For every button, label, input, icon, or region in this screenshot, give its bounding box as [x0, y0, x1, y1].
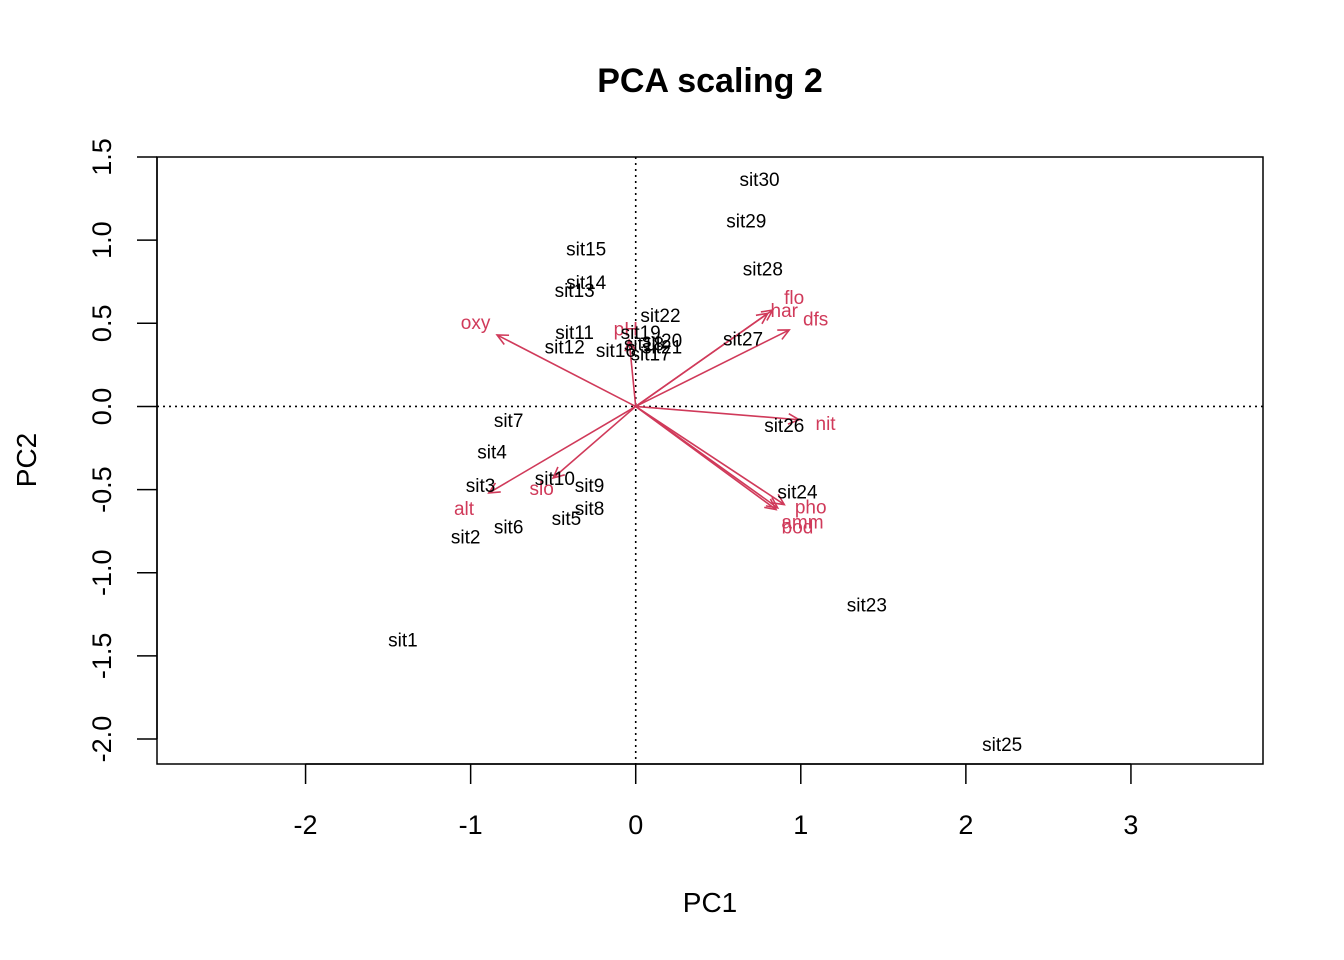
site-label-sit11: sit11	[555, 323, 594, 344]
y-tick-label: 1.5	[87, 138, 117, 176]
site-label-sit26: sit26	[764, 416, 804, 437]
arrow-head-pH	[624, 338, 637, 352]
site-label-sit30: sit30	[739, 170, 779, 191]
variable-label-slo: slo	[529, 479, 553, 500]
site-label-sit19: sit19	[621, 323, 661, 344]
site-label-sit18: sit18	[624, 334, 664, 355]
site-label-sit20: sit20	[642, 331, 682, 352]
variable-arrow-oxy	[496, 334, 637, 408]
site-labels: sit1sit2sit3sit4sit5sit6sit7sit8sit9sit1…	[388, 170, 1022, 756]
site-label-sit28: sit28	[743, 260, 783, 281]
variable-label-bod: bod	[782, 517, 814, 538]
x-tick-label: 3	[1123, 810, 1138, 840]
site-label-sit9: sit9	[575, 476, 605, 497]
variable-arrow-alt	[488, 405, 637, 494]
y-tick-label: 0.0	[87, 388, 117, 426]
x-tick-label: 1	[793, 810, 808, 840]
variable-label-oxy: oxy	[461, 313, 491, 334]
site-label-sit5: sit5	[552, 509, 582, 530]
x-axis-title: PC1	[683, 887, 737, 918]
site-label-sit4: sit4	[477, 443, 507, 464]
site-label-sit25: sit25	[982, 735, 1022, 756]
variable-arrow-slo	[552, 405, 637, 479]
site-label-sit1: sit1	[388, 630, 418, 651]
site-label-sit2: sit2	[451, 527, 481, 548]
variable-label-pH: pH	[614, 319, 638, 340]
arrow-head-nit	[787, 412, 801, 425]
arrow-head-oxy	[495, 334, 510, 346]
y-axis: -2.0 -1.5 -1.0 -0.5 0.0 0.5 1.0 1.5	[87, 138, 158, 763]
variable-label-alt: alt	[454, 499, 475, 520]
x-tick-label: 2	[958, 810, 973, 840]
site-label-sit13: sit13	[555, 281, 595, 302]
site-label-sit7: sit7	[494, 411, 524, 432]
x-axis: -2 -1 0 1 2 3	[294, 763, 1138, 840]
variable-label-nit: nit	[816, 414, 837, 435]
y-tick-label: -1.0	[87, 549, 117, 596]
site-label-sit3: sit3	[466, 476, 496, 497]
variable-arrow-nit	[635, 405, 800, 421]
arrow-head-slo	[551, 466, 565, 480]
site-label-sit16: sit16	[596, 341, 636, 362]
y-tick-label: 1.0	[87, 221, 117, 259]
y-axis-title: PC2	[11, 433, 42, 487]
variable-arrow-har	[635, 312, 769, 408]
arrow-head-alt	[487, 482, 501, 494]
variable-label-amm: amm	[781, 512, 823, 533]
site-label-sit27: sit27	[723, 329, 763, 350]
site-label-sit23: sit23	[847, 596, 887, 617]
arrow-head-flo	[760, 308, 775, 321]
arrow-head-bod	[764, 498, 778, 511]
site-label-sit14: sit14	[566, 273, 607, 294]
site-label-sit6: sit6	[494, 517, 524, 538]
variable-arrow-pH	[628, 339, 637, 407]
variable-label-dfs: dfs	[803, 309, 828, 330]
site-label-sit8: sit8	[575, 499, 605, 520]
site-label-sit10: sit10	[535, 469, 575, 490]
x-tick-label: -1	[459, 810, 483, 840]
variable-label-har: har	[771, 301, 799, 322]
y-tick-label: -0.5	[87, 466, 117, 513]
y-tick-label: -1.5	[87, 633, 117, 680]
reference-lines	[157, 157, 1263, 764]
variable-label-pho: pho	[795, 497, 827, 518]
site-label-sit29: sit29	[726, 211, 766, 232]
arrow-head-amm	[765, 496, 780, 509]
site-label-sit24: sit24	[777, 482, 818, 503]
variable-arrow-pho	[635, 405, 785, 506]
site-label-sit22: sit22	[640, 306, 680, 327]
y-tick-label: 0.5	[87, 305, 117, 343]
site-label-sit15: sit15	[566, 240, 606, 261]
arrow-head-pho	[772, 493, 786, 506]
variable-arrow-dfs	[635, 329, 790, 408]
x-tick-label: 0	[628, 810, 643, 840]
y-tick-label: -2.0	[87, 716, 117, 763]
site-label-sit17: sit17	[631, 344, 671, 365]
arrow-head-dfs	[777, 329, 791, 340]
site-label-sit21: sit21	[642, 338, 682, 359]
variable-label-flo: flo	[784, 288, 804, 309]
chart-title: PCA scaling 2	[597, 62, 822, 100]
variable-arrows: alt slo flo pH har pho nit amm oxy bod dfs	[454, 288, 836, 538]
variable-arrow-bod	[635, 405, 777, 511]
arrow-head-har	[755, 312, 770, 325]
site-label-sit12: sit12	[545, 338, 585, 359]
x-tick-label: -2	[294, 810, 318, 840]
